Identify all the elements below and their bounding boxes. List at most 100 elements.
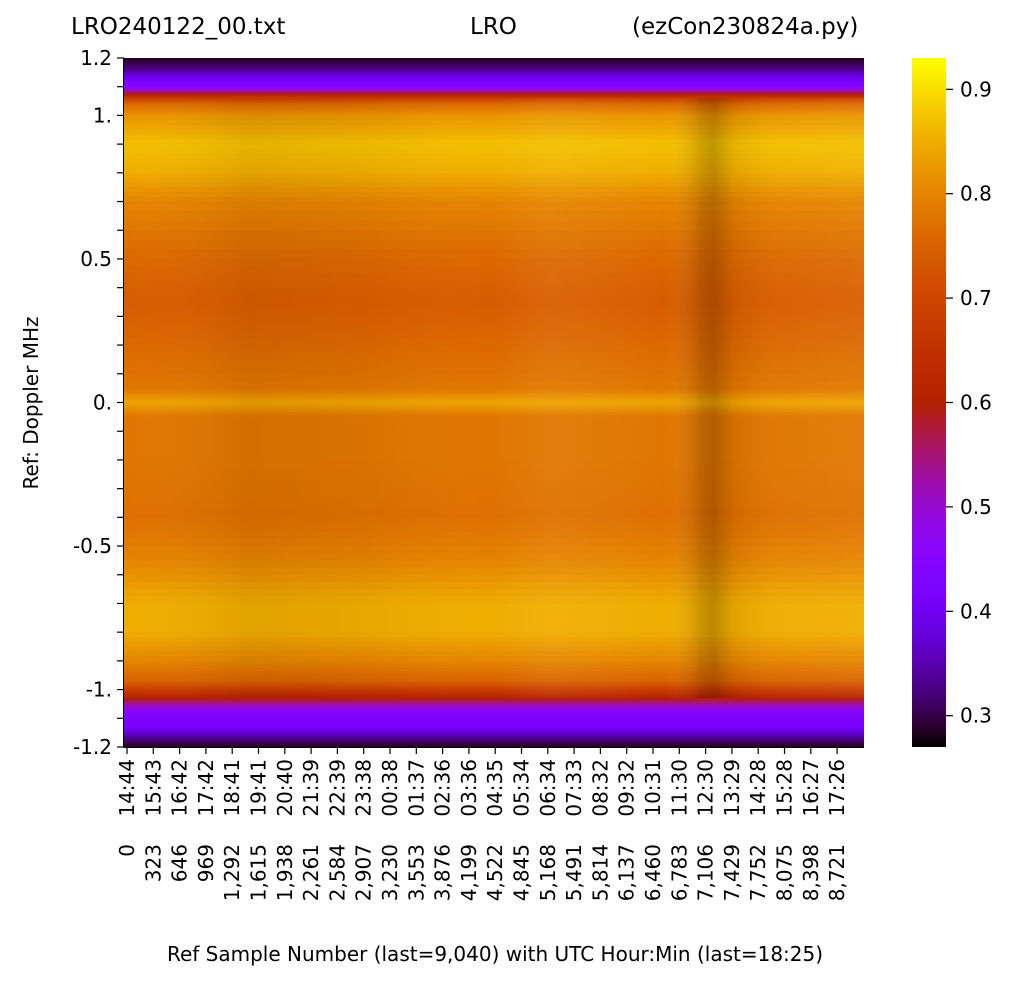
- x-tick-time-label: 02:36: [431, 759, 455, 817]
- heatmap-band: [124, 702, 864, 705]
- x-tick-time-label: 22:39: [325, 759, 349, 817]
- time-variation-overlay: [124, 98, 864, 699]
- heatmap-band: [124, 80, 864, 84]
- colorbar-tick-label: 0.7: [960, 286, 992, 310]
- heatmap-band: [124, 93, 864, 95]
- x-tick-sample-label: 2,261: [299, 844, 323, 901]
- x-tick-time-label: 16:42: [168, 759, 192, 817]
- y-axis: 1.2 1. 0.5 0. -0.5 -1. -1.2: [73, 46, 124, 759]
- x-tick-sample-label: 646: [168, 844, 192, 882]
- heatmap-band: [124, 59, 864, 63]
- heatmap-band: [124, 739, 864, 742]
- x-tick-time-label: 11:30: [667, 759, 691, 817]
- heatmap-band: [124, 92, 864, 95]
- heatmap-band: [124, 73, 864, 76]
- y-tick-label: -1.: [86, 678, 112, 702]
- heatmap-band: [124, 713, 864, 717]
- x-tick-sample-label: 2,584: [325, 844, 349, 901]
- x-tick-time-label: 21:39: [299, 759, 323, 817]
- x-tick-sample-label: 0: [115, 844, 139, 857]
- heatmap-band: [124, 698, 864, 701]
- x-axis-label: Ref Sample Number (last=9,040) with UTC …: [166, 942, 824, 966]
- y-axis-label: Ref: Doppler MHz: [19, 317, 43, 490]
- heatmap-band: [124, 79, 864, 82]
- x-tick-sample-label: 6,783: [667, 844, 691, 901]
- x-tick-sample-label: 6,137: [615, 844, 639, 901]
- x-tick-time-label: 07:33: [562, 759, 586, 817]
- y-tick-label: 0.5: [80, 247, 112, 271]
- heatmap-band: [124, 721, 864, 724]
- heatmap-band: [124, 741, 864, 744]
- heatmap-band: [124, 699, 864, 702]
- x-tick-sample-label: 3,553: [404, 844, 428, 901]
- heatmap-band: [124, 89, 864, 92]
- x-tick-sample-label: 8,075: [773, 844, 797, 901]
- heatmap-band: [124, 86, 864, 89]
- y-tick-label: -1.2: [73, 735, 112, 759]
- y-tick-label: 1.2: [80, 46, 112, 70]
- x-tick-time-label: 13:29: [720, 759, 744, 817]
- heatmap-band: [124, 708, 864, 711]
- x-tick-sample-label: 4,845: [510, 844, 534, 901]
- heatmap-band: [124, 732, 864, 735]
- x-tick-sample-label: 1,292: [220, 844, 244, 901]
- x-tick-sample-label: 4,199: [457, 844, 481, 901]
- heatmap-band: [124, 95, 864, 97]
- x-tick-sample-label: 3,230: [378, 844, 402, 901]
- x-tick-time-label: 23:38: [352, 759, 376, 817]
- heatmap-band: [124, 734, 864, 737]
- heatmap-band: [124, 75, 864, 78]
- x-tick-time-label: 15:28: [773, 759, 797, 817]
- x-tick-time-label: 00:38: [378, 759, 402, 817]
- title-filename: LRO240122_00.txt: [71, 14, 286, 40]
- x-tick-time-label: 04:35: [483, 759, 507, 817]
- x-tick-time-label: 19:41: [247, 759, 271, 817]
- x-tick-sample-label: 8,721: [825, 844, 849, 901]
- title-object: LRO: [470, 14, 517, 40]
- heatmap-band: [124, 712, 864, 715]
- colorbar-tick-label: 0.8: [960, 182, 992, 206]
- y-tick-label: -0.5: [73, 534, 112, 558]
- x-tick-sample-label: 3,876: [431, 844, 455, 901]
- colorbar-tick-label: 0.5: [960, 495, 992, 519]
- y-tick-label: 0.: [93, 391, 112, 415]
- heatmap-band: [124, 67, 864, 71]
- heatmap-band: [124, 711, 864, 714]
- x-tick-sample-label: 1,938: [273, 844, 297, 901]
- x-tick-time-label: 03:36: [457, 759, 481, 817]
- heatmap-band: [124, 723, 864, 726]
- heatmap-band: [124, 735, 864, 739]
- x-tick-sample-label: 323: [141, 844, 165, 882]
- heatmap-band: [124, 83, 864, 86]
- heatmap-band: [124, 728, 864, 731]
- colorbar: 0.3 0.4 0.5 0.6 0.7 0.8 0.9: [912, 58, 992, 747]
- x-tick-time-label: 05:34: [510, 759, 534, 817]
- heatmap-band: [124, 726, 864, 729]
- heatmap-band: [124, 88, 864, 91]
- heatmap-band: [124, 729, 864, 732]
- x-tick-sample-label: 7,106: [694, 844, 718, 901]
- heatmap-band: [124, 69, 864, 72]
- colorbar-tick-label: 0.4: [960, 599, 992, 623]
- colorbar-gradient: [912, 58, 946, 747]
- x-tick-time-label: 17:42: [194, 759, 218, 817]
- heatmap-band: [124, 737, 864, 740]
- heatmap-band: [124, 63, 864, 67]
- heatmap-band: [124, 743, 864, 746]
- heatmap-band: [124, 706, 864, 709]
- x-tick-sample-label: 969: [194, 844, 218, 882]
- heatmap-band: [124, 87, 864, 90]
- colorbar-tick-label: 0.3: [960, 704, 992, 728]
- x-tick-sample-label: 7,752: [746, 844, 770, 901]
- heatmap-band: [124, 58, 864, 61]
- x-tick-sample-label: 5,168: [536, 844, 560, 901]
- heatmap-band: [124, 717, 864, 720]
- heatmap-band: [124, 78, 864, 81]
- heatmap-band: [124, 91, 864, 94]
- x-tick-time-label: 12:30: [694, 759, 718, 817]
- x-tick-sample-label: 8,398: [799, 844, 823, 901]
- heatmap-band: [124, 715, 864, 718]
- x-tick-time-label: 10:31: [641, 759, 665, 817]
- y-tick-label: 1.: [93, 103, 112, 127]
